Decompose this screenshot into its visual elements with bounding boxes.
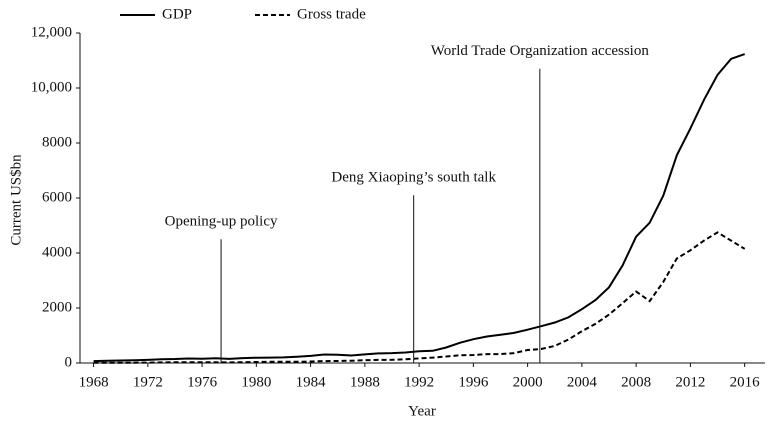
x-tick-label: 1968 [79,374,109,390]
x-tick-label: 1972 [133,374,163,390]
y-tick-label: 10,000 [31,79,72,95]
x-tick-label: 1984 [296,374,327,390]
y-tick-label: 8000 [42,134,72,150]
y-tick-label: 2000 [42,299,72,315]
line-series [93,231,746,364]
x-tick-label: 1996 [458,374,489,390]
x-tick-label: 2000 [513,374,543,390]
x-tick-label: 1992 [404,374,434,390]
legend-label: Gross trade [297,6,366,22]
x-tick-label: 1976 [187,374,218,390]
x-tick-label: 2008 [621,374,651,390]
x-tick-label: 2004 [567,374,598,390]
annotation-label: Opening-up policy [165,214,278,230]
y-tick-label: 0 [65,354,73,370]
line-series [93,53,746,363]
y-tick-label: 6000 [42,189,72,205]
y-tick-label: 12,000 [31,24,72,40]
x-tick-label: 1980 [241,374,271,390]
x-axis-title: Year [408,403,436,419]
annotation-label: Deng Xiaoping’s south talk [331,170,496,186]
y-tick-label: 4000 [42,244,72,260]
annotation-label: World Trade Organization accession [431,43,650,59]
legend-label: GDP [162,6,192,22]
y-axis-title: Current US$bn [8,154,24,246]
x-tick-label: 2012 [675,374,705,390]
x-tick-label: 2016 [730,374,761,390]
x-tick-label: 1988 [350,374,380,390]
